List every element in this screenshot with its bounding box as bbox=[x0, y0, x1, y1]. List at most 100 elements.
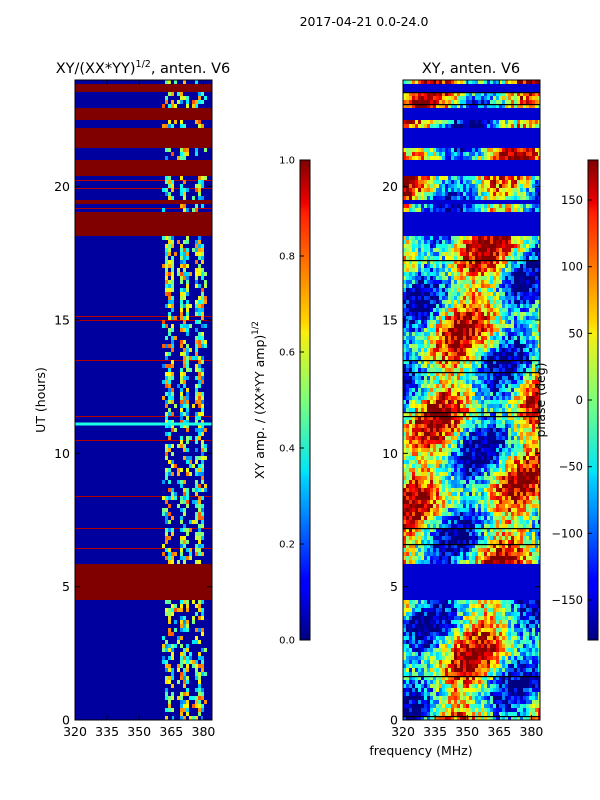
phase-cell bbox=[436, 312, 439, 316]
phase-flagged-row bbox=[403, 160, 540, 164]
phase-cell bbox=[439, 272, 442, 276]
phase-cell bbox=[421, 460, 424, 464]
phase-cell bbox=[514, 252, 517, 256]
amplitude-cell bbox=[186, 356, 189, 360]
phase-cell bbox=[445, 404, 448, 408]
phase-cell bbox=[433, 276, 436, 280]
phase-cell bbox=[442, 400, 445, 404]
phase-cell bbox=[466, 336, 469, 340]
phase-cell bbox=[505, 104, 508, 108]
amplitude-cell bbox=[201, 480, 204, 484]
phase-cell bbox=[520, 432, 523, 436]
amplitude-cell bbox=[171, 684, 174, 688]
phase-cell bbox=[535, 348, 538, 352]
phase-cell bbox=[538, 344, 540, 348]
phase-cell bbox=[445, 240, 448, 244]
phase-cell bbox=[508, 400, 511, 404]
phase-cell bbox=[457, 392, 460, 396]
phase-cell bbox=[514, 372, 517, 376]
phase-cell bbox=[448, 444, 451, 448]
amplitude-cell bbox=[165, 500, 168, 504]
amplitude-cell bbox=[198, 472, 201, 476]
amplitude-cell bbox=[168, 352, 171, 356]
phase-cell bbox=[460, 156, 463, 160]
amplitude-cell bbox=[186, 284, 189, 288]
phase-cell bbox=[514, 448, 517, 452]
amplitude-cell bbox=[201, 356, 204, 360]
amplitude-cell bbox=[183, 356, 186, 360]
phase-cell bbox=[505, 156, 508, 160]
phase-cell bbox=[517, 452, 520, 456]
amplitude-cell bbox=[165, 644, 168, 648]
phase-cell bbox=[406, 484, 409, 488]
phase-cell bbox=[442, 188, 445, 192]
phase-cell bbox=[481, 400, 484, 404]
phase-cell bbox=[466, 324, 469, 328]
amplitude-cell bbox=[177, 480, 180, 484]
phase-cell bbox=[442, 340, 445, 344]
phase-cell bbox=[430, 148, 433, 152]
amplitude-cell bbox=[183, 496, 186, 500]
phase-cell bbox=[442, 148, 445, 152]
phase-cell bbox=[517, 432, 520, 436]
phase-cell bbox=[403, 316, 406, 320]
amplitude-cell bbox=[171, 696, 174, 700]
phase-cell bbox=[502, 448, 505, 452]
phase-cell bbox=[442, 460, 445, 464]
phase-cell bbox=[505, 196, 508, 200]
phase-cell bbox=[439, 288, 442, 292]
phase-cell bbox=[433, 192, 436, 196]
phase-cell bbox=[451, 404, 454, 408]
phase-cell bbox=[493, 480, 496, 484]
phase-cell bbox=[526, 376, 529, 380]
phase-cell bbox=[418, 236, 421, 240]
phase-cell bbox=[472, 396, 475, 400]
phase-cell bbox=[484, 204, 487, 208]
phase-cell bbox=[406, 488, 409, 492]
phase-cell bbox=[454, 236, 457, 240]
phase-cell bbox=[406, 344, 409, 348]
phase-cell bbox=[490, 440, 493, 444]
phase-cell bbox=[424, 496, 427, 500]
phase-cell bbox=[448, 320, 451, 324]
phase-cell bbox=[415, 492, 418, 496]
phase-cell bbox=[439, 372, 442, 376]
phase-panel-title: XY, anten. V6 bbox=[422, 61, 520, 77]
phase-cell bbox=[487, 264, 490, 268]
phase-cell bbox=[445, 332, 448, 336]
phase-cell bbox=[517, 396, 520, 400]
amplitude-cell bbox=[189, 368, 192, 372]
amplitude-cell bbox=[201, 252, 204, 256]
phase-cell bbox=[424, 396, 427, 400]
phase-cell bbox=[424, 256, 427, 260]
phase-cell bbox=[484, 508, 487, 512]
phase-cell bbox=[502, 380, 505, 384]
amplitude-cell bbox=[201, 616, 204, 620]
amplitude-cell bbox=[195, 696, 198, 700]
phase-cell bbox=[535, 196, 538, 200]
phase-cell bbox=[430, 124, 433, 128]
amplitude-saturated-row bbox=[75, 128, 212, 132]
amplitude-cell bbox=[180, 660, 183, 664]
phase-cell bbox=[406, 308, 409, 312]
amplitude-cell bbox=[183, 444, 186, 448]
phase-cell bbox=[481, 348, 484, 352]
phase-cell bbox=[532, 412, 535, 416]
phase-cell bbox=[439, 260, 442, 264]
phase-cell bbox=[502, 372, 505, 376]
phase-cell bbox=[412, 508, 415, 512]
phase-cell bbox=[403, 312, 406, 316]
phase-cell bbox=[424, 348, 427, 352]
phase-cell bbox=[478, 100, 481, 104]
phase-cell bbox=[511, 416, 514, 420]
phase-cell bbox=[457, 180, 460, 184]
phase-cell bbox=[490, 436, 493, 440]
phase-cell bbox=[502, 412, 505, 416]
phase-cell bbox=[469, 316, 472, 320]
amplitude-cell bbox=[162, 636, 165, 640]
phase-cell bbox=[532, 428, 535, 432]
amplitude-cell bbox=[171, 412, 174, 416]
phase-cell bbox=[460, 184, 463, 188]
phase-cell bbox=[514, 248, 517, 252]
phase-cell bbox=[481, 264, 484, 268]
